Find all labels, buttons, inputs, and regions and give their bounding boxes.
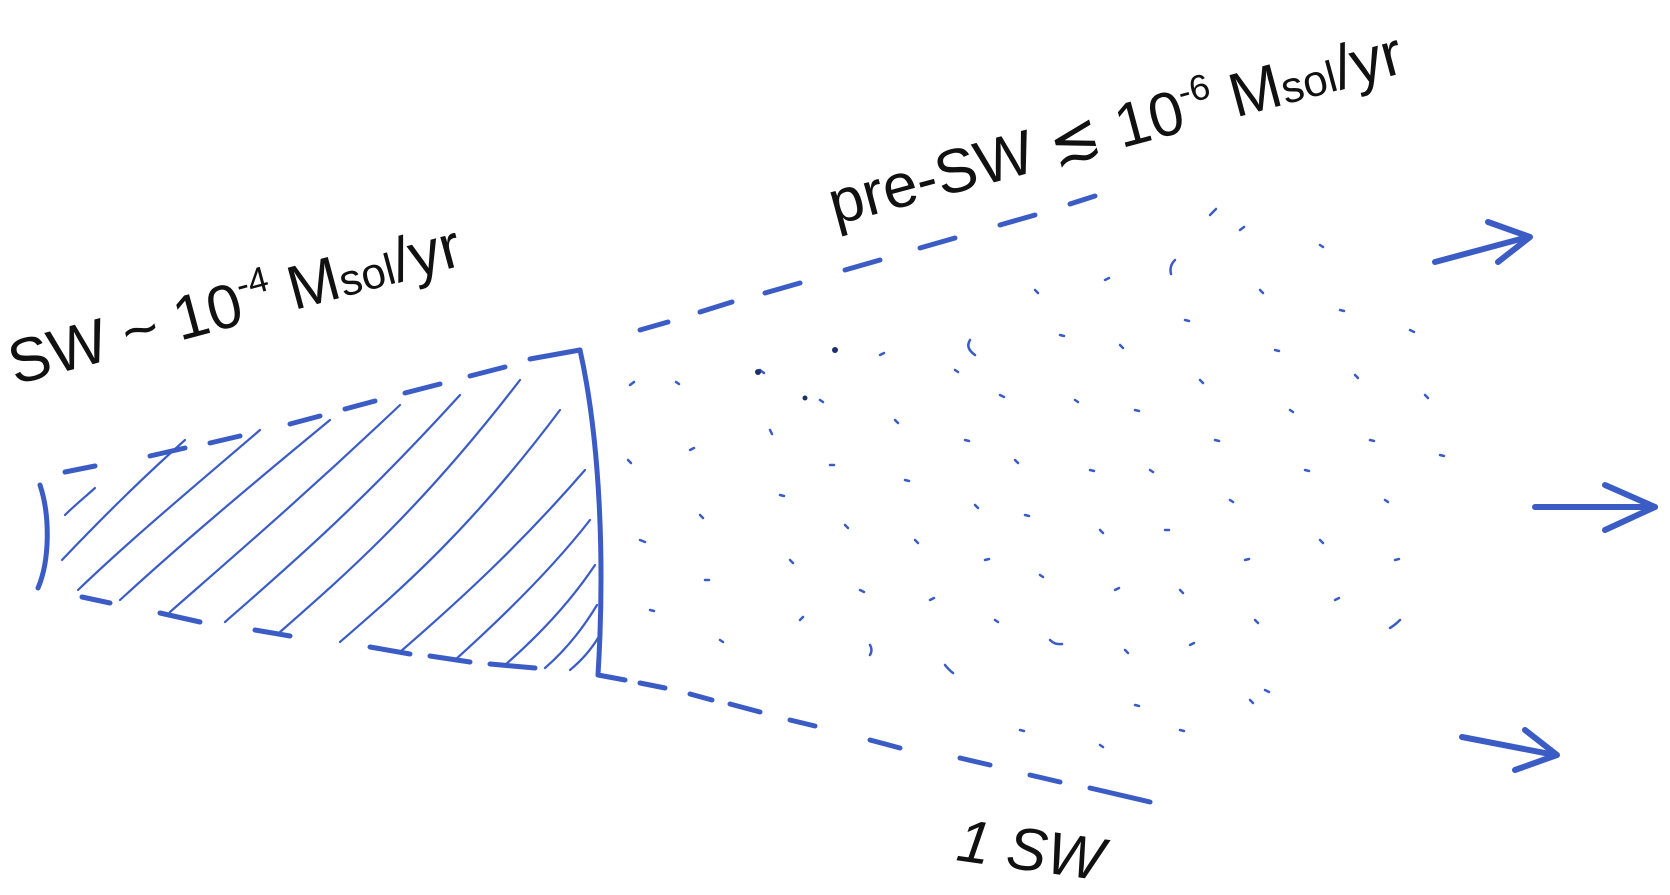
outflow-arrow-bottom <box>1459 727 1560 773</box>
sw-inner-boundary <box>35 482 50 591</box>
pre-sw-upper-boundary <box>637 193 1098 333</box>
pre-sw-dark-specks <box>755 347 838 401</box>
sw-label-prefix: SW ~ 10 <box>1 270 250 399</box>
pre-sw-label-unit-m: M <box>1205 51 1289 135</box>
scale-label: 1 SW <box>953 807 1113 895</box>
sw-label: SW ~ 10-4 Msol/yr <box>0 208 468 399</box>
sw-upper-boundary <box>62 347 583 475</box>
sw-lower-boundary <box>79 594 538 671</box>
outflow-arrow-top <box>1432 219 1533 265</box>
sw-hatching <box>60 378 600 672</box>
pre-sw-label-prefix: pre-SW ≲ 10 <box>821 77 1192 238</box>
pre-sw-particles <box>626 207 1446 749</box>
outflow-arrow-middle <box>1532 482 1658 533</box>
pre-sw-label: pre-SW ≲ 10-6 Msol/yr <box>820 15 1410 239</box>
sw-front <box>577 347 628 683</box>
pre-sw-lower-boundary <box>637 680 1153 805</box>
sw-label-unit-m: M <box>263 244 347 328</box>
